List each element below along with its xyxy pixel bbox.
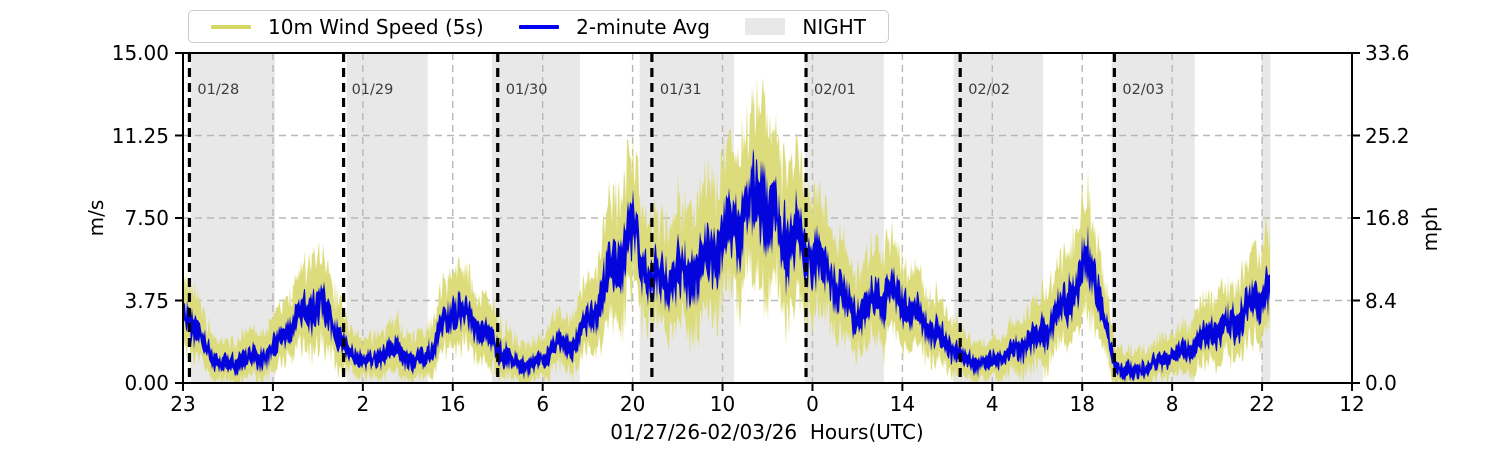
day-annotation: 01/29 — [351, 82, 394, 98]
tick-marks — [175, 52, 1360, 391]
x-tick-label: 23 — [170, 392, 196, 416]
legend-item-night: NIGHT — [745, 15, 866, 39]
chart-legend: 10m Wind Speed (5s) 2-minute Avg NIGHT — [188, 10, 889, 43]
x-tick-label: 16 — [440, 392, 466, 416]
x-tick-label: 10 — [709, 392, 736, 416]
x-tick-label: 20 — [619, 392, 646, 416]
legend-label-2min-avg: 2-minute Avg — [576, 14, 710, 39]
day-annotation: 02/01 — [814, 82, 856, 98]
x-tick-label: 6 — [536, 392, 550, 416]
day-annotation: 02/03 — [1122, 82, 1165, 98]
y-tick-label-left: 11.25 — [111, 123, 169, 148]
y-tick-label-right: 25.2 — [1365, 123, 1410, 148]
day-annotation: 01/30 — [505, 82, 548, 98]
wind-5s-line-sample-icon — [211, 24, 251, 29]
legend-item-2min-avg: 2-minute Avg — [519, 15, 710, 39]
avg-line-sample-icon — [519, 24, 560, 29]
x-tick-label: 4 — [985, 392, 999, 416]
wind-series-avg — [183, 148, 1270, 383]
x-tick-label: 2 — [356, 392, 370, 416]
y-tick-label-left: 7.50 — [124, 206, 169, 230]
y-tick-label-right: 8.4 — [1365, 288, 1397, 313]
x-tick-label: 12 — [260, 392, 286, 416]
x-axis-label: 01/27/26-02/03/26 Hours(UTC) — [610, 420, 924, 444]
y-tick-label-right: 16.8 — [1365, 206, 1410, 230]
legend-item-wind-5s: 10m Wind Speed (5s) — [211, 15, 484, 39]
legend-label-night: NIGHT — [802, 14, 866, 39]
day-annotation: 01/28 — [197, 82, 240, 98]
day-annotation: 01/31 — [659, 82, 702, 98]
y-tick-label-left: 15.00 — [111, 41, 169, 65]
x-tick-label: 12 — [1339, 392, 1365, 416]
legend-label-wind-5s: 10m Wind Speed (5s) — [268, 14, 484, 39]
gridlines — [183, 53, 1352, 383]
x-tick-label: 0 — [806, 392, 819, 416]
day-annotation: 02/02 — [968, 82, 1010, 98]
y-tick-label-left: 3.75 — [124, 288, 169, 313]
y-tick-label-right: 33.6 — [1365, 41, 1410, 65]
x-tick-label: 18 — [1069, 392, 1095, 416]
x-tick-label: 14 — [889, 392, 916, 416]
y-tick-label-left: 0.00 — [124, 371, 169, 395]
night-patch-sample-icon — [745, 18, 786, 35]
x-tick-label: 8 — [1165, 392, 1179, 416]
y-tick-label-right: 0.0 — [1365, 371, 1397, 395]
day-lines — [187, 53, 1116, 383]
x-tick-label: 22 — [1249, 392, 1275, 416]
